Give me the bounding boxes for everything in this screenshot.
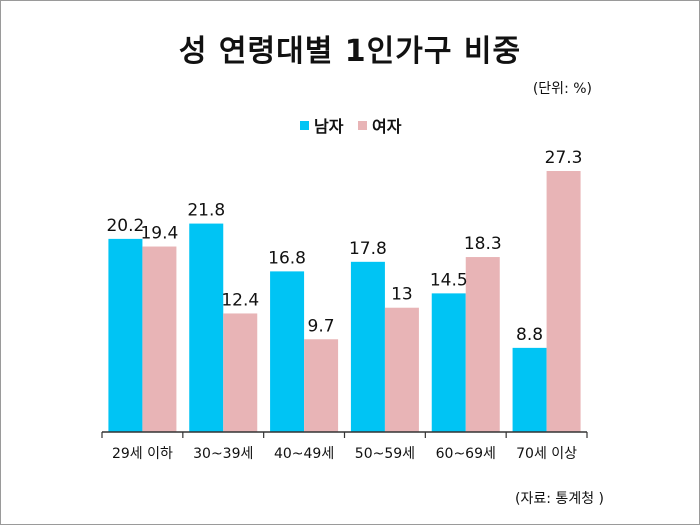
bar-male <box>431 293 466 432</box>
bar-male <box>108 238 143 432</box>
unit-label: (단위: %) <box>532 81 592 97</box>
data-label-female: 18.3 <box>464 234 502 254</box>
bar-male <box>270 271 305 432</box>
x-tick-label: 40~49세 <box>274 446 334 462</box>
x-tick-label: 29세 이하 <box>112 446 173 462</box>
data-label-male: 20.2 <box>106 216 144 236</box>
bar-male <box>350 261 385 432</box>
legend-swatch-male <box>300 121 309 130</box>
bar-male <box>189 223 224 432</box>
data-label-male: 16.8 <box>268 248 306 268</box>
data-label-male: 8.8 <box>516 325 543 345</box>
bars-group <box>108 171 581 432</box>
bar-male <box>512 347 547 432</box>
data-label-male: 21.8 <box>187 201 225 221</box>
chart-title: 성 연령대별 1인가구 비중 <box>178 34 522 69</box>
source-label: (자료: 통계청 ) <box>515 491 604 507</box>
legend: 남자 여자 <box>300 117 402 136</box>
x-tick-label: 50~59세 <box>355 446 415 462</box>
bar-female <box>304 339 339 432</box>
x-axis: 29세 이하 30~39세 40~49세 50~59세 60~69세 70세 이상 <box>101 431 588 462</box>
x-tick-label: 70세 이상 <box>516 446 577 462</box>
data-label-female: 27.3 <box>545 148 583 168</box>
bar-female <box>465 257 500 432</box>
data-labels-group: 20.219.4 21.8 12.4 16.8 9.7 17.8 13 14.5 18.3 8.8… <box>106 148 582 345</box>
data-label-female: 19.4 <box>140 224 178 244</box>
data-label-female: 12.4 <box>221 290 259 310</box>
legend-swatch-female <box>358 121 367 130</box>
data-label-female: 9.7 <box>308 316 335 336</box>
legend-label-male: 남자 <box>314 117 344 136</box>
data-label-female: 13 <box>391 285 413 305</box>
x-tick-label: 30~39세 <box>193 446 253 462</box>
bar-female <box>142 246 177 432</box>
legend-label-female: 여자 <box>372 117 402 136</box>
bar-female <box>384 307 419 432</box>
bar-female <box>223 313 258 432</box>
data-label-male: 14.5 <box>430 270 468 290</box>
bar-female <box>546 171 581 432</box>
x-tick-label: 60~69세 <box>436 446 496 462</box>
data-label-male: 17.8 <box>349 239 387 259</box>
